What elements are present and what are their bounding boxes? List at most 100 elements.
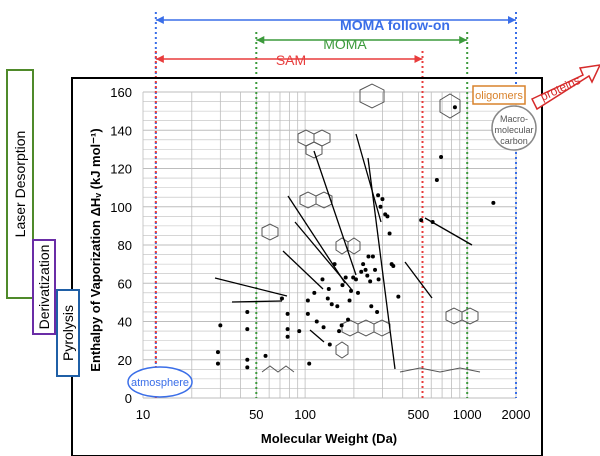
range-label-sam: SAM (276, 52, 306, 68)
connector-lines (214, 133, 473, 370)
data-point (419, 218, 424, 223)
oligomers-label: oligomers (475, 90, 523, 102)
atmosphere-cloud: atmosphere (127, 366, 193, 398)
x-tick-label: 2000 (502, 407, 531, 422)
connector-line (309, 329, 325, 343)
data-point (376, 277, 381, 282)
x-tick-label: 50 (249, 407, 263, 422)
laser-desorption-box (6, 69, 34, 299)
data-point (332, 262, 337, 267)
atmosphere-label: atmosphere (131, 377, 189, 389)
data-point (363, 267, 368, 272)
connector-line (282, 250, 324, 290)
y-tick-label: 40 (118, 315, 132, 330)
data-point (325, 296, 330, 301)
pyrene-small-molecule-ring-icon (315, 191, 333, 209)
y-tick-label: 20 (118, 353, 132, 368)
gridlines (142, 91, 517, 399)
data-point (376, 193, 381, 198)
data-point (326, 286, 331, 291)
data-point (285, 311, 290, 316)
data-point (349, 288, 354, 293)
data-point (361, 262, 366, 267)
toluene-molecule-icon (335, 341, 349, 359)
data-point (368, 279, 373, 284)
data-point (391, 264, 396, 269)
data-point (312, 290, 317, 295)
data-point (215, 361, 220, 366)
data-point (356, 290, 361, 295)
data-point (245, 365, 250, 370)
data-point (305, 298, 310, 303)
proteins-label: proteins (538, 73, 583, 104)
y-tick-label: 100 (110, 200, 132, 215)
fatty-acid-chain-icon (399, 367, 481, 373)
data-point (321, 325, 326, 330)
coronene-molecule-icon (439, 93, 461, 119)
carbon-circle (491, 105, 537, 151)
oligomers-annotation: oligomers (472, 85, 526, 105)
range-label-moma-follow-on: MOMA follow-on (340, 17, 450, 33)
data-point (366, 254, 371, 259)
data-point (218, 323, 223, 328)
connector-line (367, 157, 396, 370)
data-point (346, 317, 351, 322)
y-tick-labels: 0 20 40 60 80 100 120 140 160 (110, 85, 132, 406)
x-tick-labels: 10 50 100 500 1000 2000 (136, 407, 531, 422)
data-point (314, 319, 319, 324)
data-point (378, 204, 383, 209)
anthracene-molecule-ring-icon (357, 319, 375, 337)
data-point (351, 275, 356, 280)
data-point (380, 197, 385, 202)
data-point (434, 177, 439, 182)
macro-carbon-line3: carbon (500, 136, 528, 146)
data-point (285, 334, 290, 339)
y-tick-label: 160 (110, 85, 132, 100)
data-point (339, 323, 344, 328)
technique-pyrolysis: Pyrolysis (60, 305, 76, 361)
data-point (370, 254, 375, 259)
data-point (245, 327, 250, 332)
cloud-shape (127, 366, 193, 398)
porphyrin-molecule-icon (359, 83, 385, 109)
range-arrowhead-right-icon (459, 36, 468, 44)
range-arrowhead-left-icon (155, 55, 164, 63)
data-point (285, 327, 290, 332)
data-point (385, 214, 390, 219)
data-point (347, 298, 352, 303)
data-point (305, 311, 310, 316)
pyrene-molecule-ring-icon (305, 141, 323, 159)
derivatization-box (32, 239, 56, 335)
pyrene-small-molecule-icon (299, 191, 317, 209)
data-point (373, 267, 378, 272)
x-tick-label: 1000 (453, 407, 482, 422)
connector-line (294, 221, 353, 291)
data-point (335, 304, 340, 309)
connector-line (404, 261, 433, 299)
macro-carbon-line2: molecular (494, 125, 533, 135)
x-tick-label: 100 (294, 407, 316, 422)
connector-line (355, 133, 382, 223)
range-arrowhead-left-icon (155, 16, 164, 24)
y-tick-label: 120 (110, 162, 132, 177)
anthracene-molecule-ring-icon (373, 319, 391, 337)
macromolecular-carbon: Macro- molecular carbon (491, 105, 537, 151)
technique-derivatization: Derivatization (36, 245, 52, 330)
connector-line (313, 150, 357, 276)
data-points (215, 105, 496, 370)
data-point (387, 231, 392, 236)
plot-frame (71, 77, 543, 456)
arrow-shape-icon (530, 64, 600, 111)
data-point (245, 309, 250, 314)
anthracene-molecule-icon (341, 319, 359, 337)
data-point (329, 302, 334, 307)
connector-line (287, 195, 346, 284)
data-point (369, 304, 374, 309)
y-axis-label: Enthalpy of Vaporization ΔHᵥ (kJ mol⁻¹) (88, 128, 103, 371)
pyrolysis-box (56, 289, 80, 377)
oligomers-box (472, 85, 526, 105)
connector-line (231, 300, 283, 303)
x-axis-label: Molecular Weight (Da) (261, 431, 397, 446)
data-point (430, 220, 435, 225)
data-point (327, 342, 332, 347)
